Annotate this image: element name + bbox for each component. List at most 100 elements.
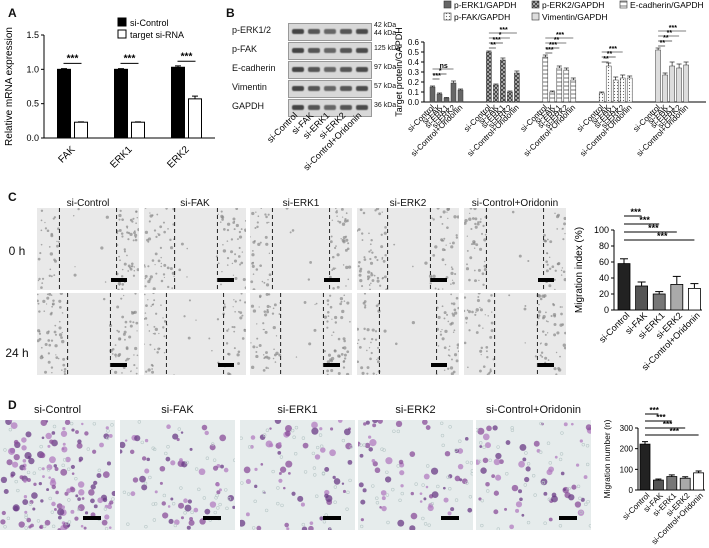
cell <box>156 351 159 354</box>
stained-cell <box>40 420 48 426</box>
membrane-pore <box>190 510 194 515</box>
cell <box>120 275 124 278</box>
cell <box>369 243 372 246</box>
blot-band <box>340 29 352 34</box>
cell <box>482 327 484 329</box>
cell <box>457 350 459 353</box>
cell <box>538 303 540 306</box>
cell <box>465 321 468 324</box>
cell <box>114 370 118 374</box>
cell <box>340 208 344 211</box>
cell <box>330 368 334 373</box>
cell <box>211 350 213 352</box>
blot-kda-label: 36 kDa <box>374 102 397 109</box>
cell <box>219 221 222 223</box>
membrane-pore <box>3 525 7 529</box>
cell <box>230 238 234 241</box>
blot-band <box>356 48 368 53</box>
stained-cell <box>39 524 44 530</box>
cell <box>121 288 124 290</box>
membrane-pore <box>126 522 130 526</box>
membrane-pore <box>137 420 142 424</box>
cell <box>117 354 121 358</box>
cell <box>159 225 163 229</box>
cell <box>160 262 163 265</box>
membrane-pore <box>480 498 484 503</box>
cell <box>376 276 380 280</box>
cell <box>261 280 264 283</box>
sig-label: *** <box>657 231 668 241</box>
cell <box>124 359 128 362</box>
cell <box>561 228 563 230</box>
column-header: si-Control <box>33 404 82 416</box>
membrane-pore <box>312 466 317 470</box>
scratch-image <box>250 208 352 290</box>
cell <box>479 349 483 353</box>
cell <box>326 326 329 329</box>
bar <box>500 59 506 103</box>
scratch-assay-grid: si-Control si-FAK si-ERK1 si-ERK2 si-Control… <box>0 196 570 396</box>
membrane-pore <box>106 429 110 433</box>
cell <box>548 256 551 259</box>
membrane-pore <box>148 475 152 480</box>
sig-label: ** <box>663 35 669 42</box>
membrane-pore <box>558 457 563 462</box>
y-tick-label: 0.0 <box>26 133 39 143</box>
cell <box>341 309 345 314</box>
stained-cell <box>269 427 272 430</box>
cell <box>327 315 330 317</box>
stained-cell <box>212 465 219 471</box>
cell <box>450 293 453 296</box>
stained-cell <box>54 508 57 511</box>
stained-cell <box>23 495 28 499</box>
cell <box>347 219 349 221</box>
cell <box>370 249 372 251</box>
stained-cell <box>223 467 229 473</box>
scratch-image <box>144 293 246 375</box>
x-tick-label: ERK1 <box>108 144 135 171</box>
membrane-pore <box>523 483 527 487</box>
membrane-pore <box>36 519 41 523</box>
stained-cell <box>409 451 416 457</box>
cell <box>327 353 332 357</box>
stained-cell <box>19 475 24 480</box>
cell <box>473 269 476 272</box>
membrane-pore <box>313 473 317 477</box>
cell <box>208 337 211 340</box>
membrane-pore <box>386 520 390 525</box>
cell <box>554 212 556 215</box>
cell <box>178 268 182 272</box>
cell <box>524 342 526 344</box>
cell <box>187 336 191 340</box>
cell <box>482 283 485 286</box>
stained-cell <box>97 497 104 504</box>
membrane-pore <box>510 426 514 430</box>
panel-c-chart: Migration index (%) 020406080100si-Contro… <box>574 207 702 372</box>
cell <box>265 283 270 287</box>
cell <box>144 274 148 278</box>
stained-cell <box>579 439 583 443</box>
scratch-image <box>250 293 352 375</box>
membrane-pore <box>588 524 591 528</box>
cell <box>341 346 345 349</box>
membrane-pore <box>448 425 452 429</box>
membrane-pore <box>321 472 326 476</box>
cell <box>73 273 77 277</box>
cell <box>443 237 446 240</box>
cell <box>346 247 350 251</box>
micrograph-background <box>464 293 566 375</box>
cell <box>548 284 552 288</box>
cell <box>144 343 145 345</box>
cell <box>442 210 446 214</box>
cell <box>295 356 298 358</box>
cell <box>114 353 117 357</box>
cell <box>223 228 226 231</box>
stained-cell <box>495 452 502 460</box>
cell <box>126 357 130 361</box>
cell <box>129 324 133 328</box>
cell <box>144 317 148 320</box>
scale-bar <box>218 278 234 282</box>
membrane-pore <box>301 436 306 440</box>
cell <box>368 347 371 349</box>
cell <box>234 277 238 281</box>
